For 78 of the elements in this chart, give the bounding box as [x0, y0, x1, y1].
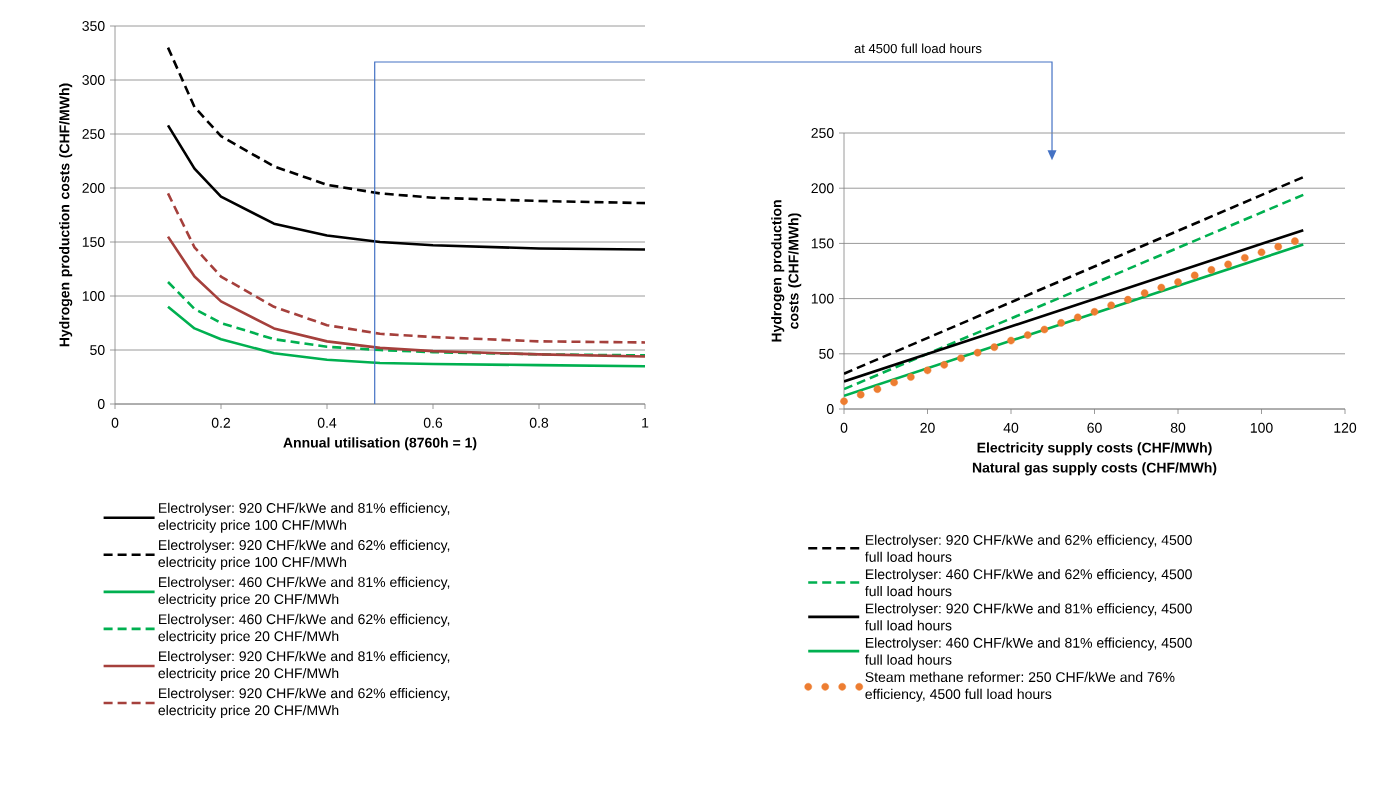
point	[1040, 325, 1049, 334]
x-tick-label: 0.8	[529, 417, 549, 428]
ref-line-label: at 4500 full load hours	[854, 43, 982, 54]
y-tick-label: 0	[826, 404, 834, 414]
y-axis-title: Hydrogen production costs (CHF/MWh)	[771, 200, 802, 342]
y-tick-label: 50	[819, 348, 834, 359]
legend-label: Electrolyser: 460 CHF/kWe and 81% efficiency, 4500 full load hours	[865, 637, 1192, 665]
legend-label: Electrolyser: 920 CHF/kWe and 81% efficiency, electricity price 20 CHF/MWh	[158, 650, 450, 681]
legend-label: Electrolyser: 920 CHF/kWe and 62% efficiency, 4500 full load hours	[865, 534, 1192, 562]
point	[907, 373, 915, 381]
point	[957, 354, 965, 363]
y-tick-label: 350	[82, 21, 105, 31]
y-tick-label: 200	[811, 183, 834, 194]
point	[1224, 260, 1232, 269]
point	[1074, 313, 1082, 322]
point	[873, 385, 882, 393]
point	[1207, 266, 1216, 274]
x-tick-label: 120	[1334, 422, 1357, 433]
point	[990, 343, 999, 351]
x-tick-label: 40	[1003, 422, 1019, 433]
point	[973, 348, 982, 357]
point	[1023, 331, 1032, 339]
y-tick-label: 0	[97, 399, 105, 409]
y-tick-label: 150	[811, 238, 834, 249]
y-tick-label: 200	[82, 183, 105, 193]
point	[1174, 278, 1182, 286]
point	[1190, 271, 1199, 280]
point	[890, 378, 898, 387]
line-series	[166, 192, 646, 344]
legend-label: Electrolyser: 920 CHF/kWe and 81% efficiency, electricity price 100 CHF/MWh	[158, 502, 450, 533]
point	[1257, 248, 1266, 257]
point	[923, 366, 932, 375]
legend-label: Electrolyser: 460 CHF/kWe and 62% efficiency, electricity price 20 CHF/MWh	[158, 613, 450, 644]
y-axis-title: Hydrogen production costs (CHF/MWh)	[59, 83, 73, 347]
line-series	[166, 46, 646, 205]
x-tick-label: 0.2	[211, 417, 231, 428]
legend-label: Electrolyser: 920 CHF/kWe and 62% efficiency, electricity price 100 CHF/MWh	[158, 539, 450, 570]
y-tick-label: 100	[82, 291, 105, 301]
y-tick-label: 250	[82, 129, 105, 139]
x-tick-label: 60	[1087, 422, 1102, 433]
legend-label: Steam methane reformer: 250 CHF/kWe and 76% efficiency, 4500 full load hours	[865, 671, 1175, 702]
legend-label: Electrolyser: 460 CHF/kWe and 62% efficiency, 4500 full load hours	[865, 568, 1192, 597]
line-series	[166, 305, 646, 368]
x-tick-label: 0	[840, 422, 848, 433]
legend-label: Electrolyser: 460 CHF/kWe and 81% efficiency, electricity price 20 CHF/MWh	[158, 576, 450, 607]
y-tick-label: 300	[82, 75, 105, 85]
y-tick-label: 50	[90, 345, 105, 355]
x-axis-title: Annual utilisation (8760h = 1)	[283, 437, 477, 451]
line-series	[166, 235, 646, 358]
text: Natural gas supply costs (CHF/MWh)	[972, 462, 1217, 476]
point	[1140, 289, 1149, 297]
x-tick-label: 0.6	[423, 417, 443, 428]
x-axis-title: Electricity supply costs (CHF/MWh)	[977, 442, 1212, 456]
x-tick-label: 1	[642, 417, 649, 428]
y-tick-label: 150	[82, 237, 105, 247]
x-tick-label: 80	[1170, 422, 1186, 433]
line-series	[166, 280, 646, 357]
point	[1157, 283, 1166, 292]
point	[840, 397, 848, 406]
point	[1124, 295, 1132, 304]
point	[856, 390, 865, 399]
point	[1291, 237, 1299, 245]
point	[1007, 336, 1015, 345]
x-tick-label: 0	[111, 417, 119, 428]
line-series	[166, 124, 646, 251]
x-tick-label: 100	[1250, 422, 1273, 433]
y-tick-label: 250	[811, 128, 834, 138]
point	[1057, 319, 1065, 327]
point	[940, 361, 949, 369]
point	[1274, 242, 1283, 251]
point	[1241, 253, 1249, 262]
legend-label: Electrolyser: 920 CHF/kWe and 81% efficiency, 4500 full load hours	[865, 603, 1192, 631]
point	[1107, 301, 1116, 310]
point	[1090, 308, 1099, 316]
x-tick-label: 0.4	[317, 417, 337, 428]
x-tick-label: 20	[920, 422, 935, 433]
y-tick-label: 100	[811, 293, 834, 304]
legend-label: Electrolyser: 920 CHF/kWe and 62% efficiency, electricity price 20 CHF/MWh	[158, 687, 450, 719]
